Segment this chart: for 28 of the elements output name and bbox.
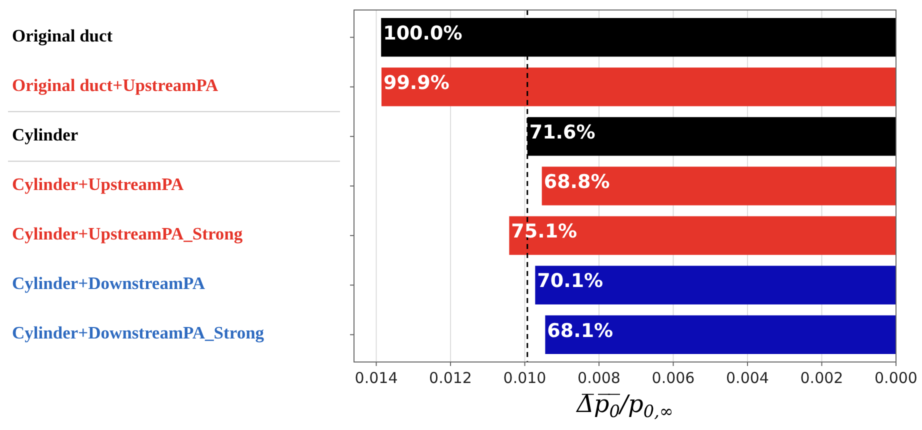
annotation: 68.1%: [547, 320, 614, 342]
x-tick-label: 0.000: [874, 369, 918, 387]
x-tick-label: 0.010: [503, 369, 546, 387]
annotation: 99.9%: [383, 72, 450, 94]
bar: [535, 266, 896, 304]
x-tick-label: 0.008: [578, 369, 620, 387]
annotation: 75.1%: [511, 220, 578, 243]
y-tick-label: Cylinder: [12, 124, 78, 144]
annotation: 71.6%: [529, 122, 596, 144]
x-tick-label: 0.014: [354, 369, 398, 387]
annotation: 100.0%: [383, 22, 462, 44]
bar: [509, 216, 896, 255]
x-tick-label: 0.004: [726, 369, 769, 387]
bar: [542, 166, 896, 206]
y-tick-label: Cylinder+DownstreamPA: [12, 273, 206, 294]
bar: [381, 68, 896, 106]
y-tick-label: Cylinder+UpstreamPA: [12, 174, 184, 194]
annotation: 68.8%: [544, 171, 610, 194]
y-tick-label: Cylinder+UpstreamPA_Strong: [12, 224, 243, 244]
y-tick-label: Cylinder+DownstreamPA_Strong: [12, 322, 264, 343]
y-tick-label: Original duct: [12, 25, 113, 46]
x-tick-label: 0.012: [429, 369, 472, 387]
x-axis-title: Δ̅p̅$_{0}$̅/p$_{0,∞}$: [576, 390, 674, 422]
y-tick-label: Original duct+UpstreamPA: [12, 74, 219, 95]
bar: [545, 315, 896, 354]
annotation: 70.1%: [537, 270, 604, 292]
x-tick-label: 0.006: [652, 369, 695, 387]
x-tick-label: 0.002: [800, 369, 844, 387]
